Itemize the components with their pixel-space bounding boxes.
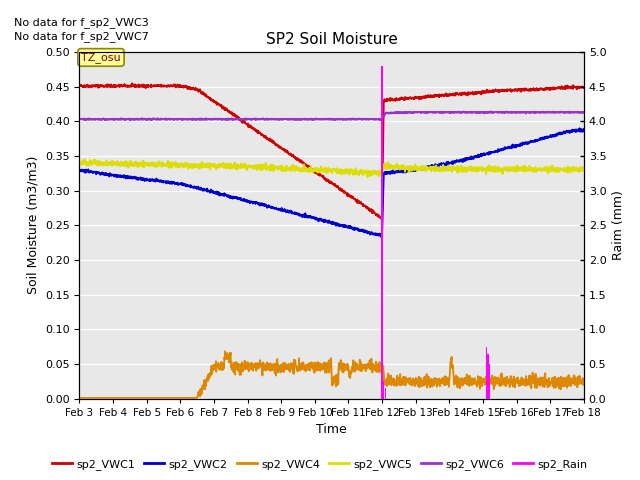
X-axis label: Time: Time	[316, 423, 347, 436]
Bar	[385, 388, 386, 398]
Text: TZ_osu: TZ_osu	[81, 52, 121, 63]
Bar	[381, 66, 383, 398]
Title: SP2 Soil Moisture: SP2 Soil Moisture	[266, 32, 397, 47]
Legend: sp2_VWC1, sp2_VWC2, sp2_VWC4, sp2_VWC5, sp2_VWC6, sp2_Rain: sp2_VWC1, sp2_VWC2, sp2_VWC4, sp2_VWC5, …	[47, 455, 593, 474]
Y-axis label: Raim (mm): Raim (mm)	[612, 191, 625, 260]
Y-axis label: Soil Moisture (m3/m3): Soil Moisture (m3/m3)	[26, 156, 40, 294]
Bar	[383, 381, 385, 398]
Text: No data for f_sp2_VWC7: No data for f_sp2_VWC7	[14, 31, 148, 42]
Text: No data for f_sp2_VWC3: No data for f_sp2_VWC3	[14, 17, 148, 28]
Bar	[489, 364, 490, 398]
Bar	[487, 354, 489, 398]
Bar	[486, 347, 487, 398]
